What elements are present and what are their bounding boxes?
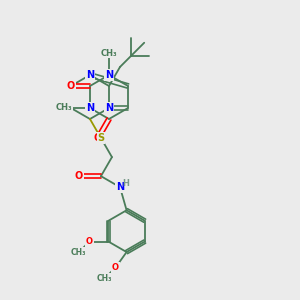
- Text: O: O: [86, 237, 93, 246]
- Text: CH₃: CH₃: [97, 274, 112, 283]
- Text: CH₃: CH₃: [56, 103, 72, 112]
- Text: N: N: [116, 182, 124, 192]
- Text: CH₃: CH₃: [71, 248, 86, 257]
- Text: H: H: [123, 179, 129, 188]
- Text: O: O: [67, 81, 75, 91]
- Text: O: O: [94, 133, 102, 143]
- Text: N: N: [86, 103, 94, 113]
- Text: N: N: [105, 70, 113, 80]
- Text: O: O: [75, 171, 83, 181]
- Text: CH₃: CH₃: [101, 49, 117, 58]
- Text: S: S: [98, 133, 104, 143]
- Text: O: O: [112, 263, 119, 272]
- Text: N: N: [86, 70, 94, 80]
- Text: N: N: [105, 103, 113, 113]
